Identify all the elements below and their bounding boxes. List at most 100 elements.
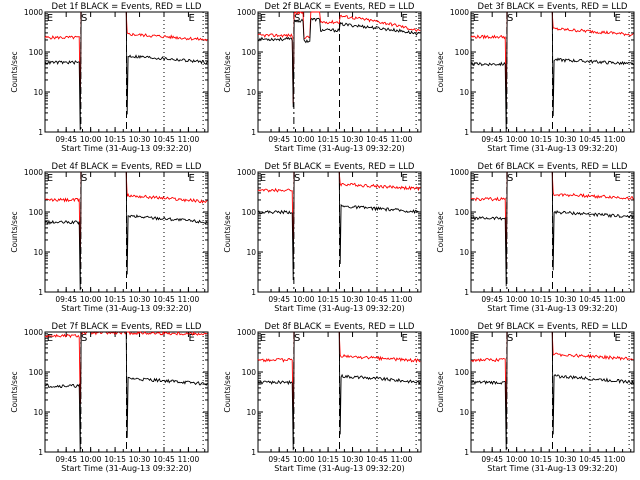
y-tick-label: 1: [38, 288, 43, 297]
event-marker-label: E: [189, 13, 195, 24]
x-tick-label: 10:00: [80, 135, 102, 144]
x-tick-label: 10:15: [104, 135, 126, 144]
x-axis-label: Start Time (31-Aug-13 09:32:20): [487, 144, 618, 153]
y-tick-label: 10: [459, 88, 469, 97]
y-tick-label: 1000: [237, 168, 256, 177]
x-tick-label: 10:00: [293, 295, 315, 304]
chart-panel: Det 7f BLACK = Events, RED = LLD 1 10 100 10…: [10, 322, 209, 473]
chart-title: Det 2f BLACK = Events, RED = LLD: [265, 2, 415, 12]
black-events-series-line: [257, 331, 421, 451]
y-axis-label: Counts/sec: [223, 51, 232, 92]
x-tick-label: 10:30: [129, 295, 151, 304]
x-axis-label: Start Time (31-Aug-13 09:32:20): [487, 304, 618, 313]
y-tick-label: 1000: [450, 168, 469, 177]
event-marker-label: S: [507, 333, 513, 344]
y-tick-label: 10: [246, 88, 256, 97]
x-tick-label: 10:15: [530, 135, 552, 144]
y-axis-label: Counts/sec: [436, 371, 445, 412]
chart-panel: Det 8f BLACK = Events, RED = LLD 1 10 100 10…: [223, 322, 422, 473]
black-events-series-line: [470, 171, 634, 287]
x-axis-label: Start Time (31-Aug-13 09:32:20): [61, 464, 192, 473]
y-tick-label: 1: [464, 128, 469, 137]
x-tick-label: 09:45: [481, 295, 503, 304]
x-axis-label: Start Time (31-Aug-13 09:32:20): [61, 304, 192, 313]
x-tick-label: 10:00: [506, 135, 528, 144]
event-marker-label: E: [615, 13, 621, 24]
x-tick-label: 09:45: [268, 455, 290, 464]
red-lld-series-line: [257, 11, 421, 104]
y-tick-label: 1: [251, 448, 256, 457]
black-events-series-line: [257, 171, 421, 281]
x-tick-label: 10:30: [555, 455, 577, 464]
event-marker-label: S: [294, 13, 300, 24]
x-tick-label: 10:45: [153, 295, 175, 304]
y-tick-label: 100: [29, 208, 44, 217]
x-tick-label: 09:45: [268, 295, 290, 304]
event-marker-label: E: [615, 173, 621, 184]
event-marker-label: S: [81, 173, 87, 184]
event-marker-label: E: [47, 13, 53, 24]
x-tick-label: 10:45: [366, 295, 388, 304]
x-tick-label: 11:00: [178, 455, 200, 464]
event-marker-label: E: [473, 13, 479, 24]
x-tick-label: 09:45: [55, 455, 77, 464]
x-tick-label: 10:45: [153, 455, 175, 464]
chart-title: Det 1f BLACK = Events, RED = LLD: [52, 2, 202, 12]
x-tick-label: 10:15: [317, 295, 339, 304]
event-marker-label: S: [507, 173, 513, 184]
x-tick-label: 10:00: [80, 455, 102, 464]
x-tick-label: 10:30: [555, 295, 577, 304]
event-marker-label: S: [294, 173, 300, 184]
event-marker-label: E: [402, 173, 408, 184]
y-tick-label: 1000: [24, 8, 43, 17]
x-tick-label: 10:30: [342, 135, 364, 144]
x-tick-label: 09:45: [55, 135, 77, 144]
y-axis-label: Counts/sec: [436, 211, 445, 252]
event-marker-label: E: [189, 333, 195, 344]
black-events-series-line: [470, 11, 634, 133]
x-tick-label: 10:45: [366, 455, 388, 464]
y-axis-label: Counts/sec: [10, 51, 19, 92]
x-tick-label: 10:00: [293, 455, 315, 464]
y-tick-label: 100: [29, 48, 44, 57]
x-tick-label: 10:30: [342, 295, 364, 304]
y-tick-label: 1000: [24, 328, 43, 337]
event-marker-label: E: [189, 173, 195, 184]
y-axis-label: Counts/sec: [223, 371, 232, 412]
chart-panel: Det 6f BLACK = Events, RED = LLD 1 10 100 10…: [436, 162, 635, 313]
event-marker-label: S: [294, 333, 300, 344]
x-tick-label: 10:45: [366, 135, 388, 144]
y-axis-label: Counts/sec: [436, 51, 445, 92]
x-tick-label: 11:00: [604, 455, 626, 464]
event-marker-label: E: [260, 333, 266, 344]
y-axis-label: Counts/sec: [223, 211, 232, 252]
y-tick-label: 1: [251, 128, 256, 137]
y-tick-label: 10: [246, 248, 256, 257]
x-tick-label: 10:15: [317, 455, 339, 464]
y-tick-label: 100: [242, 48, 257, 57]
y-tick-label: 100: [455, 208, 470, 217]
x-axis-label: Start Time (31-Aug-13 09:32:20): [61, 144, 192, 153]
y-tick-label: 1000: [237, 8, 256, 17]
chart-title: Det 7f BLACK = Events, RED = LLD: [52, 322, 202, 332]
x-tick-label: 11:00: [391, 295, 413, 304]
x-tick-label: 11:00: [391, 455, 413, 464]
chart-panel: Det 5f BLACK = Events, RED = LLD 1 10 100 10…: [223, 162, 422, 313]
chart-title: Det 4f BLACK = Events, RED = LLD: [52, 162, 202, 172]
chart-title: Det 9f BLACK = Events, RED = LLD: [478, 322, 628, 332]
event-marker-label: S: [81, 13, 87, 24]
black-events-series-line: [44, 331, 208, 453]
y-tick-label: 10: [33, 248, 43, 257]
x-tick-label: 10:15: [104, 295, 126, 304]
y-tick-label: 10: [33, 88, 43, 97]
x-tick-label: 11:00: [178, 295, 200, 304]
y-tick-label: 10: [459, 408, 469, 417]
event-marker-label: E: [47, 173, 53, 184]
black-events-series-line: [44, 11, 208, 131]
event-marker-label: E: [402, 333, 408, 344]
x-tick-label: 09:45: [481, 135, 503, 144]
black-events-series-line: [257, 17, 421, 108]
black-events-series-line: [470, 331, 634, 451]
y-tick-label: 1000: [24, 168, 43, 177]
